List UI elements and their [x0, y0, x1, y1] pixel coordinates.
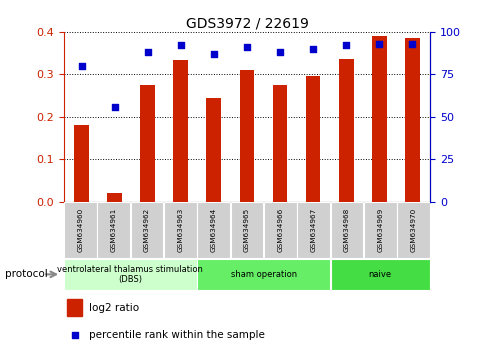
Point	[70, 332, 78, 337]
Text: protocol: protocol	[5, 269, 47, 279]
Bar	[297, 202, 329, 258]
Bar	[163, 202, 196, 258]
Bar	[272, 85, 287, 202]
Text: percentile rank within the sample: percentile rank within the sample	[89, 330, 264, 339]
Bar	[140, 85, 155, 202]
Point	[342, 42, 349, 48]
Bar	[64, 202, 97, 258]
Bar	[173, 60, 188, 202]
Text: sham operation: sham operation	[230, 270, 296, 279]
Bar	[330, 259, 429, 290]
Text: ventrolateral thalamus stimulation
(DBS): ventrolateral thalamus stimulation (DBS)	[57, 265, 203, 284]
Bar	[197, 259, 329, 290]
Bar	[338, 59, 353, 202]
Bar	[97, 202, 130, 258]
Text: GSM634962: GSM634962	[143, 208, 150, 252]
Point	[209, 51, 217, 57]
Point	[143, 50, 151, 55]
Bar	[371, 36, 386, 202]
Bar	[305, 76, 320, 202]
Point	[243, 44, 250, 50]
Bar	[230, 202, 263, 258]
Bar	[130, 202, 163, 258]
Bar	[74, 125, 89, 202]
Text: log2 ratio: log2 ratio	[89, 303, 139, 313]
Title: GDS3972 / 22619: GDS3972 / 22619	[185, 17, 308, 31]
Bar	[239, 70, 254, 202]
Text: GSM634968: GSM634968	[343, 208, 349, 252]
Text: GSM634960: GSM634960	[77, 208, 83, 252]
Bar	[206, 98, 221, 202]
Text: naive: naive	[368, 270, 391, 279]
Text: GSM634964: GSM634964	[210, 208, 216, 252]
Point	[407, 41, 415, 47]
Bar	[363, 202, 396, 258]
Text: GSM634969: GSM634969	[377, 208, 383, 252]
Point	[177, 42, 184, 48]
Point	[374, 41, 382, 47]
Bar	[197, 202, 229, 258]
Text: GSM634966: GSM634966	[277, 208, 283, 252]
Text: GSM634965: GSM634965	[244, 208, 249, 252]
Bar	[64, 259, 196, 290]
Bar	[404, 38, 419, 202]
Bar	[330, 202, 363, 258]
Bar	[67, 299, 82, 316]
Bar	[107, 193, 122, 202]
Point	[308, 46, 316, 52]
Text: GSM634961: GSM634961	[110, 208, 116, 252]
Text: GSM634963: GSM634963	[177, 208, 183, 252]
Bar	[264, 202, 296, 258]
Text: GSM634970: GSM634970	[410, 208, 416, 252]
Text: GSM634967: GSM634967	[310, 208, 316, 252]
Bar	[396, 202, 429, 258]
Point	[111, 104, 119, 109]
Point	[78, 63, 85, 69]
Point	[276, 50, 284, 55]
